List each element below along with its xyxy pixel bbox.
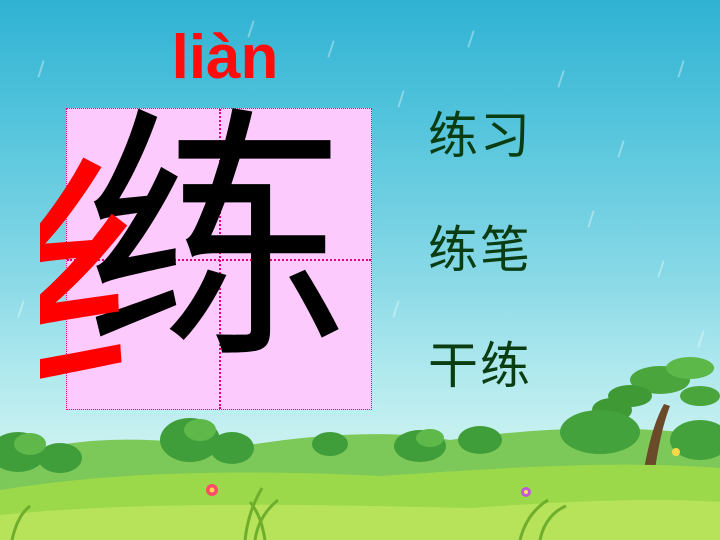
meadow-illustration (0, 357, 720, 540)
word-3: 干练 (428, 337, 532, 395)
highlighted-radical: 纟 (40, 132, 249, 420)
character-display: 练 纟 (40, 100, 349, 420)
word-2: 练笔 (428, 221, 532, 279)
grass-icon (10, 487, 567, 540)
main-character: 练 (84, 100, 349, 395)
tianzige-grid (66, 108, 372, 410)
grid-horizontal-line (67, 259, 371, 261)
pinyin-label: liàn (171, 23, 279, 92)
word-1: 练习 (428, 107, 532, 165)
flower-icons (206, 448, 680, 497)
